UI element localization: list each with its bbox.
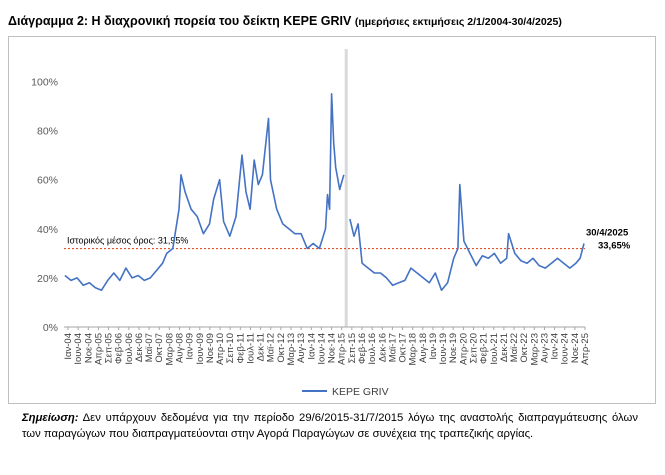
chart-note: Σημείωση: Δεν υπάρχουν δεδομένα για την … — [22, 410, 638, 442]
x-tick-label: Σεπ-10 — [225, 333, 236, 363]
x-tick-label: Νοε-09 — [205, 333, 216, 363]
chart-plot: 0% 20% 40% 60% 80% 100% Ιστορικός μέσος όρος:… — [31, 49, 631, 398]
x-tick-label: Ιουν-04 — [73, 333, 84, 365]
x-tick-label: Ιαν-04 — [63, 333, 74, 360]
y-tick-label: 100% — [31, 77, 58, 89]
x-tick-label: Δεκ-16 — [377, 333, 388, 362]
historical-mean-label: Ιστορικός μέσος όρος: 31,95% — [67, 236, 188, 246]
x-tick-label: Μαϊ-07 — [144, 333, 155, 362]
gap-period-band — [344, 49, 348, 327]
x-tick-label: Μαρ-13 — [286, 333, 297, 366]
x-tick-label: Δεκ-11 — [256, 333, 267, 361]
x-tick-label: Ιουλ-21 — [489, 333, 500, 365]
x-tick-label: Ιουν-09 — [195, 333, 206, 365]
x-tick-label: Φεβ-21 — [479, 333, 490, 364]
series-line-kepe-griv — [64, 93, 585, 291]
x-tick-label: Οκτ-12 — [276, 333, 287, 363]
x-tick-label: Ιαν-24 — [550, 333, 561, 360]
x-tick-label: Σεπ-15 — [347, 333, 358, 363]
x-tick-label: Μαρ-23 — [529, 333, 540, 366]
x-tick-label: Νοε-24 — [570, 333, 581, 363]
chart-title: Διάγραμμα 2: Η διαχρονική πορεία του δεί… — [8, 14, 658, 28]
x-tick-label: Ιουλ-16 — [367, 333, 378, 365]
x-tick-label: Μαϊ-22 — [509, 333, 520, 362]
x-tick-label: Σεπ-20 — [468, 333, 479, 363]
x-tick-label: Φεβ-16 — [357, 333, 368, 364]
y-tick-label: 60% — [37, 175, 58, 187]
x-tick-label: Ιουν-14 — [316, 333, 327, 365]
x-tick-label: Απρ-10 — [215, 333, 226, 365]
x-tick-label: Οκτ-17 — [398, 333, 409, 363]
x-tick-label: Μαρ-08 — [164, 333, 175, 366]
x-tick-label: Δεκ-06 — [134, 333, 145, 362]
x-tick-label: Σεπ-05 — [104, 333, 115, 363]
x-tick-label: Ιαν-14 — [306, 333, 317, 360]
x-tick-label: Απρ-05 — [93, 333, 104, 365]
y-tick-label: 0% — [43, 322, 58, 334]
x-tick-label: Φεβ-06 — [114, 333, 125, 364]
x-tick-label: Νοε-14 — [327, 333, 338, 363]
x-tick-label: Μαϊ-12 — [266, 333, 277, 362]
x-tick-label: Νοε-19 — [448, 333, 459, 363]
x-tick-label: Νοε-04 — [83, 333, 94, 363]
x-tick-label: Ιουν-19 — [438, 333, 449, 365]
legend-label-kepe-griv: KEPE GRIV — [332, 386, 389, 398]
y-tick-label: 20% — [37, 273, 58, 285]
x-tick-label: Αυγ-13 — [296, 333, 307, 363]
x-tick-label: Δεκ-21 — [499, 333, 510, 362]
x-tick-label: Απρ-25 — [580, 333, 591, 365]
x-tick-label: Ιαν-19 — [428, 333, 439, 360]
x-tick-label: Αυγ-08 — [175, 333, 186, 363]
note-label: Σημείωση: — [22, 412, 79, 424]
x-tick-label: Οκτ-07 — [154, 333, 165, 363]
chart-area: 0% 20% 40% 60% 80% 100% Ιστορικός μέσος όρος:… — [8, 36, 656, 404]
x-tick-label: Απρ-15 — [337, 333, 348, 365]
last-value-label: 33,65% — [598, 241, 631, 252]
chart-title-subtitle: (ημερήσιες εκτιμήσεις 2/1/2004-30/4/2025… — [354, 16, 562, 28]
x-tick-label: Μαϊ-17 — [387, 333, 398, 362]
x-tick-label: Ιαν-09 — [185, 333, 196, 360]
x-tick-label: Μαρ-18 — [408, 333, 419, 366]
y-tick-label: 40% — [37, 224, 58, 236]
x-tick-label: Φεβ-11 — [235, 333, 246, 363]
chart-title-main: Διάγραμμα 2: Η διαχρονική πορεία του δεί… — [8, 14, 352, 28]
x-tick-label: Απρ-20 — [458, 333, 469, 365]
x-tick-label: Ιουν-24 — [560, 333, 571, 365]
x-tick-label: Αυγ-23 — [539, 333, 550, 363]
x-tick-label: Ιουλ-11 — [245, 333, 256, 364]
note-text: Δεν υπάρχουν δεδομένα για την περίοδο 29… — [22, 412, 638, 440]
x-tick-label: Αυγ-18 — [418, 333, 429, 363]
y-tick-label: 80% — [37, 126, 58, 138]
x-tick-label: Ιουλ-06 — [124, 333, 135, 365]
last-value-date-label: 30/4/2025 — [586, 228, 629, 239]
x-tick-label: Οκτ-22 — [519, 333, 530, 363]
